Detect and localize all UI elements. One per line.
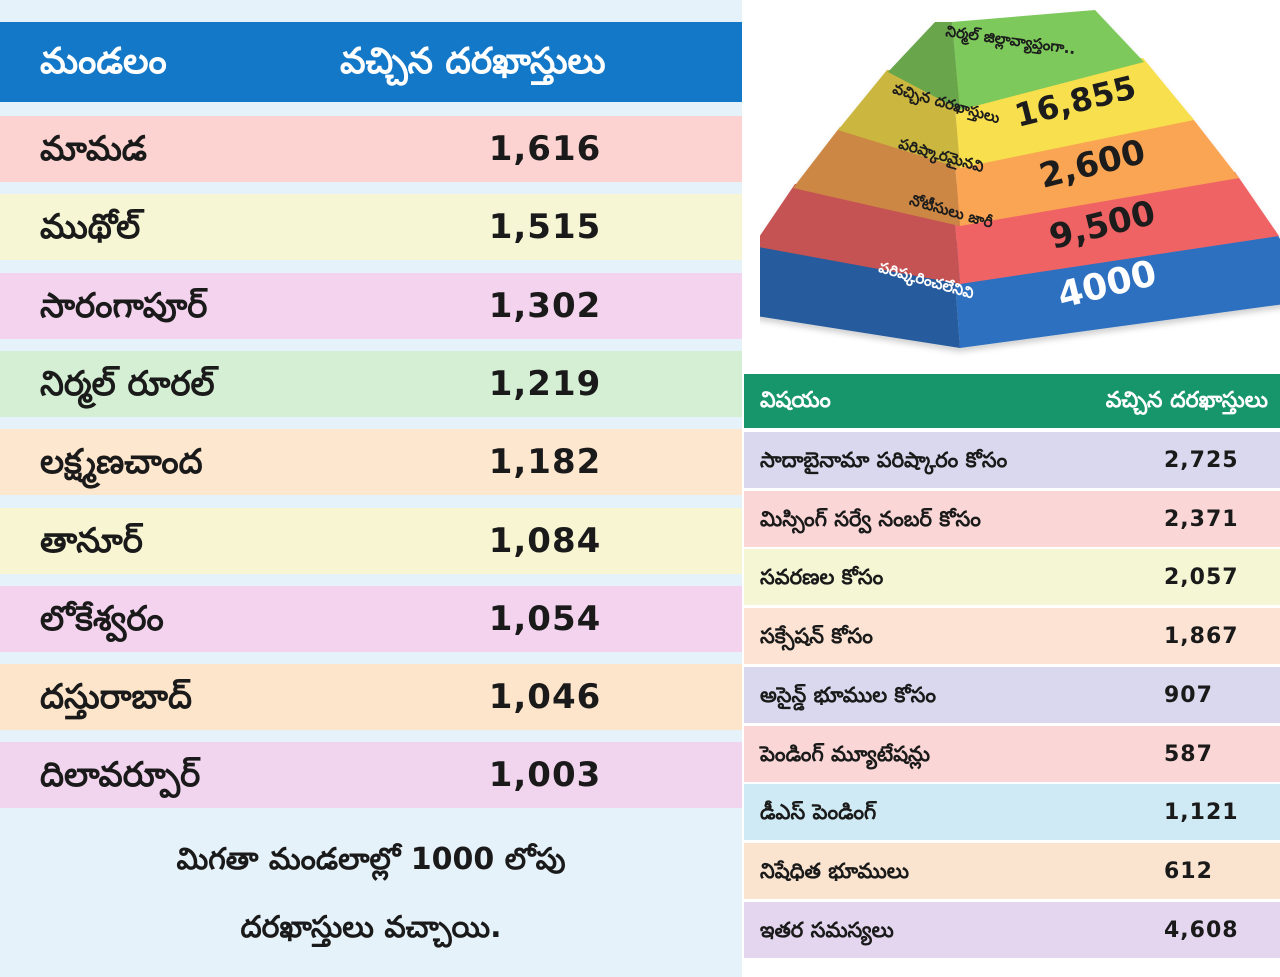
issue-name: పెండింగ్ మ్యూటేషన్లు [760,741,931,766]
issue-row: మిస్సింగ్ సర్వే నంబర్ కోసం 2,371 [744,490,1280,547]
mandal-row: తానూర్ 1,084 [0,507,742,574]
district-summary-pyramid: నిర్మల్ జిల్లావ్యాప్తంగా..వచ్చిన దరఖాస్త… [760,10,1280,348]
header-applications-received: వచ్చిన దరఖాస్తులు [340,41,606,82]
issue-application-count: 2,371 [1164,506,1239,532]
mandal-name: నిర్మల్ రూరల్ [40,363,215,404]
mandal-application-count: 1,515 [488,207,602,248]
issue-row: సాదాబైనామా పరిష్కారం కోసం 2,725 [744,432,1280,488]
mandal-name: లోకేశ్వరం [40,598,164,639]
mandal-application-count: 1,302 [488,285,602,326]
mandal-name: మామడ [40,129,147,169]
issue-application-count: 1,121 [1164,800,1239,826]
mandal-application-count: 1,084 [488,520,602,561]
header-subject: విషయం [760,388,831,413]
issue-name: డీఎస్ పెండింగ్ [760,800,877,825]
issue-application-count: 2,725 [1164,448,1239,473]
pyramid-tier-0-side [888,22,960,110]
mandal-row: దిలావర్పూర్ 1,003 [0,742,742,809]
pyramid-tier-0-front [952,10,1144,110]
mandal-row: లక్ష్మణచాంద 1,182 [0,429,742,496]
mandal-application-count: 1,182 [488,442,602,483]
issue-row: సవరణల కోసం 2,057 [744,549,1280,606]
issue-application-count: 907 [1164,682,1213,708]
mandal-row: దస్తురాబాద్ 1,046 [0,664,742,731]
mandal-row: నిర్మల్ రూరల్ 1,219 [0,350,742,417]
issue-name: అసైన్డ్ భూముల కోసం [760,682,937,707]
mandal-name: తానూర్ [40,520,143,561]
issue-row: నిషేధిత భూములు 612 [744,842,1280,899]
issue-table-header: విషయం వచ్చిన దరఖాస్తులు [744,374,1280,428]
mandal-row: సారంగాపూర్ 1,302 [0,272,742,339]
issue-application-count: 4,608 [1164,917,1239,943]
mandal-name: దస్తురాబాద్ [40,677,192,718]
issue-name: సవరణల కోసం [760,565,884,590]
mandal-name: లక్ష్మణచాంద [40,442,203,483]
header-applications-received: వచ్చిన దరఖాస్తులు [1105,388,1268,413]
issue-application-count: 1,867 [1164,624,1239,650]
mandal-application-count: 1,219 [488,363,602,404]
issue-name: ఇతర సమస్యలు [760,917,894,942]
issue-application-count: 612 [1164,858,1213,884]
issue-row: అసైన్డ్ భూముల కోసం 907 [744,666,1280,723]
mandal-application-count: 1,054 [488,598,602,639]
footnote-line-2: దరఖాస్తులు వచ్చాయి. [240,910,502,945]
mandal-name: ముథోల్ [40,207,141,248]
mandal-application-count: 1,046 [488,677,602,718]
mandal-name: దిలావర్పూర్ [40,755,201,796]
mandal-application-count: 1,616 [488,129,602,169]
mandal-table-footnote: మిగతా మండలాల్లో 1000 లోపు దరఖాస్తులు వచ్… [0,826,742,962]
mandal-row: మామడ 1,616 [0,116,742,182]
mandal-row: లోకేశ్వరం 1,054 [0,585,742,652]
issue-application-count: 587 [1164,741,1213,767]
issue-applications-table: విషయం వచ్చిన దరఖాస్తులు సాదాబైనామా పరిష్… [744,374,1280,977]
issue-row: పెండింగ్ మ్యూటేషన్లు 587 [744,725,1280,782]
issue-name: సక్సేషన్ కోసం [760,624,873,649]
mandal-table-header: మండలం వచ్చిన దరఖాస్తులు [0,22,742,102]
issue-row: సక్సేషన్ కోసం 1,867 [744,608,1280,665]
mandal-name: సారంగాపూర్ [40,285,208,326]
pyramid-tier-1-side [838,70,960,168]
issue-application-count: 2,057 [1164,565,1239,591]
issue-name: మిస్సింగ్ సర్వే నంబర్ కోసం [760,506,981,531]
issue-row: ఇతర సమస్యలు 4,608 [744,901,1280,958]
footnote-line-1: మిగతా మండలాల్లో 1000 లోపు [176,842,566,877]
issue-name: సాదాబైనామా పరిష్కారం కోసం [760,448,1008,472]
issue-row: డీఎస్ పెండింగ్ 1,121 [744,784,1280,841]
issue-name: నిషేధిత భూములు [760,858,909,883]
mandal-application-count: 1,003 [488,755,602,796]
mandal-applications-table: మండలం వచ్చిన దరఖాస్తులు మామడ 1,616 ముథోల్ 1… [0,0,742,977]
mandal-row: ముథోల్ 1,515 [0,194,742,261]
header-mandal: మండలం [40,41,167,82]
